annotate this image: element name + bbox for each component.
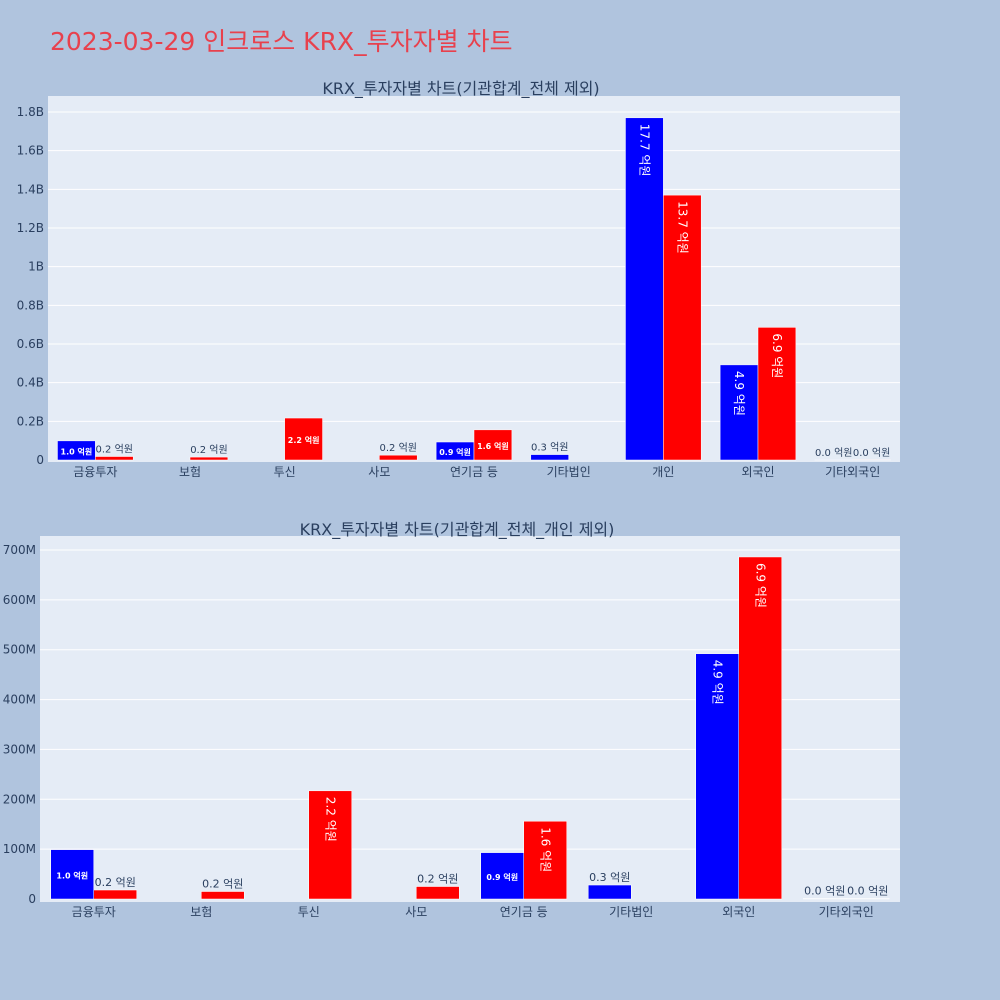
x-tick-label: 기타외국인 (819, 905, 874, 919)
chart-title: KRX_투자자별 차트(기관합계_전체_개인 제외) (300, 520, 615, 540)
data-label: 6.9 억원 (753, 563, 767, 608)
bar (284, 417, 323, 461)
data-label: 1.0 억원 (56, 870, 88, 880)
data-label: 1.0 억원 (61, 446, 93, 456)
data-label: 2.2 억원 (288, 435, 320, 445)
data-label: 0.0 억원 (815, 447, 852, 459)
bar (523, 820, 567, 900)
data-label: 0.0 억원 (853, 447, 890, 459)
y-tick-label: 1.4B (17, 182, 44, 196)
bar (57, 440, 96, 461)
data-label: 0.3 억원 (531, 442, 568, 454)
data-label: 1.6 억원 (538, 827, 552, 872)
data-label: 0.2 억원 (96, 444, 133, 456)
x-tick-label: 연기금 등 (500, 905, 548, 919)
chart-2: 0 100M 200M 300M 400M 500M 600M 700M KRX_투자자별 차트… (3, 520, 900, 919)
y-tick-label: 0 (36, 453, 44, 467)
y-tick-label: 500M (3, 643, 36, 657)
x-tick-label: 기타외국인 (825, 465, 880, 479)
bar (95, 456, 134, 461)
y-tick-label: 700M (3, 543, 36, 557)
data-label: 0.2 억원 (95, 876, 136, 889)
x-tick-label: 금융투자 (73, 465, 117, 479)
y-tick-label: 200M (3, 792, 36, 806)
data-label: 0.0 억원 (804, 885, 845, 898)
bar (719, 364, 759, 461)
y-tick-label: 1.8B (17, 105, 44, 119)
y-tick-label: 1.2B (17, 221, 44, 235)
x-tick-label: 기타법인 (609, 905, 653, 919)
data-label: 0.2 억원 (380, 442, 417, 454)
x-tick-label: 외국인 (741, 465, 774, 479)
bar (695, 653, 739, 900)
bar (473, 429, 513, 461)
data-label: 1.6 억원 (477, 441, 509, 451)
x-tick-label: 개인 (652, 465, 674, 479)
bar (93, 889, 137, 900)
y-tick-label: 0.2B (17, 414, 44, 428)
y-tick-label: 1B (28, 260, 44, 274)
bar (416, 886, 460, 900)
data-label: 4.9 억원 (710, 660, 724, 705)
page-title: 2023-03-29 인크로스 KRX_투자자별 차트 (50, 27, 513, 56)
data-label: 0.0 억원 (847, 885, 888, 898)
y-tick-label: 0.6B (17, 337, 44, 351)
bar (625, 117, 664, 461)
data-label: 13.7 억원 (675, 201, 689, 254)
bar (738, 556, 782, 900)
y-tick-label: 0.8B (17, 298, 44, 312)
bar (757, 327, 797, 461)
data-label: 4.9 억원 (732, 371, 746, 416)
bar (308, 790, 352, 900)
x-tick-label: 금융투자 (72, 905, 116, 919)
data-label: 0.2 억원 (202, 878, 243, 891)
bar (379, 454, 418, 461)
data-label: 0.9 억원 (486, 872, 518, 882)
data-label: 17.7 억원 (637, 124, 651, 177)
bar (189, 456, 229, 461)
x-tick-label: 투신 (298, 905, 320, 919)
y-tick-label: 600M (3, 593, 36, 607)
bar (50, 849, 94, 900)
y-tick-label: 100M (3, 842, 36, 856)
bar (201, 891, 245, 900)
y-tick-label: 0.4B (17, 376, 44, 390)
x-tick-label: 사모 (405, 905, 427, 919)
bar (530, 454, 569, 461)
data-label: 6.9 억원 (770, 333, 784, 378)
y-tick-label: 1.6B (17, 144, 44, 158)
x-tick-label: 보험 (190, 905, 212, 919)
data-label: 2.2 억원 (323, 797, 337, 842)
x-tick-label: 연기금 등 (450, 465, 498, 479)
x-tick-label: 외국인 (722, 905, 755, 919)
bar (663, 194, 702, 461)
data-label: 0.2 억원 (190, 444, 227, 456)
bar (588, 884, 632, 900)
x-tick-label: 보험 (179, 465, 201, 479)
x-tick-label: 사모 (368, 465, 390, 479)
chart-1: 0 0.2B 0.4B 0.6B 0.8B 1B 1.2B 1.4B 1.6B 1.8B KRX_투… (17, 79, 900, 479)
x-tick-label: 투신 (274, 465, 296, 479)
bar (480, 852, 524, 900)
y-tick-label: 0 (28, 892, 36, 906)
data-label: 0.9 억원 (439, 447, 471, 457)
x-tick-label: 기타법인 (547, 465, 591, 479)
data-label: 0.2 억원 (417, 873, 458, 886)
data-label: 0.3 억원 (589, 871, 630, 884)
y-tick-label: 300M (3, 742, 36, 756)
y-tick-label: 400M (3, 693, 36, 707)
chart-title: KRX_투자자별 차트(기관합계_전체 제외) (322, 79, 599, 99)
